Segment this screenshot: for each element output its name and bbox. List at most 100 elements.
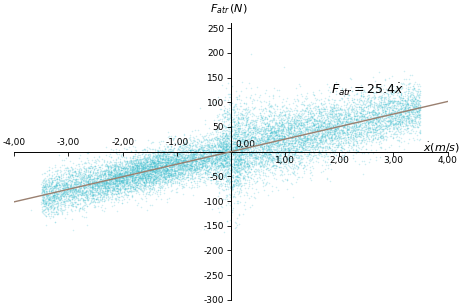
Point <box>220 150 228 155</box>
Point <box>91 164 99 168</box>
Point <box>404 91 411 96</box>
Point <box>151 179 158 184</box>
Point <box>330 115 338 120</box>
Point <box>264 156 271 161</box>
Point <box>221 146 228 151</box>
Point <box>243 115 250 120</box>
Point <box>151 173 159 178</box>
Point <box>215 157 222 162</box>
Point <box>126 186 134 191</box>
Point <box>293 124 301 129</box>
Point <box>238 134 246 139</box>
Point <box>144 173 152 178</box>
Point <box>312 97 320 102</box>
Point <box>265 173 272 178</box>
Point <box>292 165 299 170</box>
Point <box>56 174 63 179</box>
Point <box>303 93 310 98</box>
Point <box>288 134 295 139</box>
Point <box>377 140 384 145</box>
Point <box>330 124 337 129</box>
Point <box>150 163 158 168</box>
Point <box>278 170 286 175</box>
Point <box>403 102 411 107</box>
Point <box>139 170 147 175</box>
Point <box>309 141 316 146</box>
Point <box>220 143 227 148</box>
Point <box>404 96 411 101</box>
Point <box>274 151 282 156</box>
Point <box>226 172 233 177</box>
Point <box>379 99 387 104</box>
Point <box>96 186 103 191</box>
Point <box>80 171 88 176</box>
Point <box>209 162 216 167</box>
Point <box>224 152 231 157</box>
Point <box>148 158 155 163</box>
Point <box>395 116 403 121</box>
Point <box>260 124 268 129</box>
Point <box>263 147 270 152</box>
Point <box>142 181 149 186</box>
Point <box>270 128 277 133</box>
Point <box>105 179 113 184</box>
Point <box>89 190 96 195</box>
Point <box>110 167 118 172</box>
Point <box>222 133 229 138</box>
Point <box>138 162 146 167</box>
Point <box>126 172 134 177</box>
Point <box>59 191 66 196</box>
Point <box>83 223 90 228</box>
Point <box>320 120 327 125</box>
Point <box>112 164 120 169</box>
Point <box>213 160 221 164</box>
Point <box>383 115 391 120</box>
Point <box>287 120 295 125</box>
Point <box>206 178 213 183</box>
Point <box>138 176 145 181</box>
Point <box>177 159 185 164</box>
Point <box>138 160 145 165</box>
Point <box>137 176 145 181</box>
Point <box>228 183 236 188</box>
Point <box>101 206 109 211</box>
Point <box>236 185 244 190</box>
Point <box>268 164 276 168</box>
Point <box>214 173 222 178</box>
Point <box>415 105 422 110</box>
Point <box>142 175 149 180</box>
Point <box>302 145 310 150</box>
Point <box>415 105 422 110</box>
Point <box>310 126 317 131</box>
Point <box>153 176 160 181</box>
Point <box>403 95 410 100</box>
Point <box>58 193 66 198</box>
Point <box>380 91 388 96</box>
Point <box>270 113 277 118</box>
Point <box>225 155 233 160</box>
Point <box>93 192 100 197</box>
Point <box>250 142 258 147</box>
Point <box>153 165 161 170</box>
Point <box>86 181 93 186</box>
Point <box>110 166 117 171</box>
Point <box>92 182 100 187</box>
Point <box>350 97 358 102</box>
Point <box>344 121 351 126</box>
Point <box>393 118 400 123</box>
Point <box>275 138 282 143</box>
Point <box>199 161 206 166</box>
Point <box>152 178 160 183</box>
Point <box>151 179 159 184</box>
Point <box>220 151 228 156</box>
Point <box>247 95 254 100</box>
Point <box>160 150 168 155</box>
Point <box>397 109 405 114</box>
Point <box>130 170 137 175</box>
Point <box>125 179 133 184</box>
Point <box>225 91 232 96</box>
Point <box>177 149 184 154</box>
Point <box>101 170 109 175</box>
Point <box>62 175 70 180</box>
Point <box>234 170 241 175</box>
